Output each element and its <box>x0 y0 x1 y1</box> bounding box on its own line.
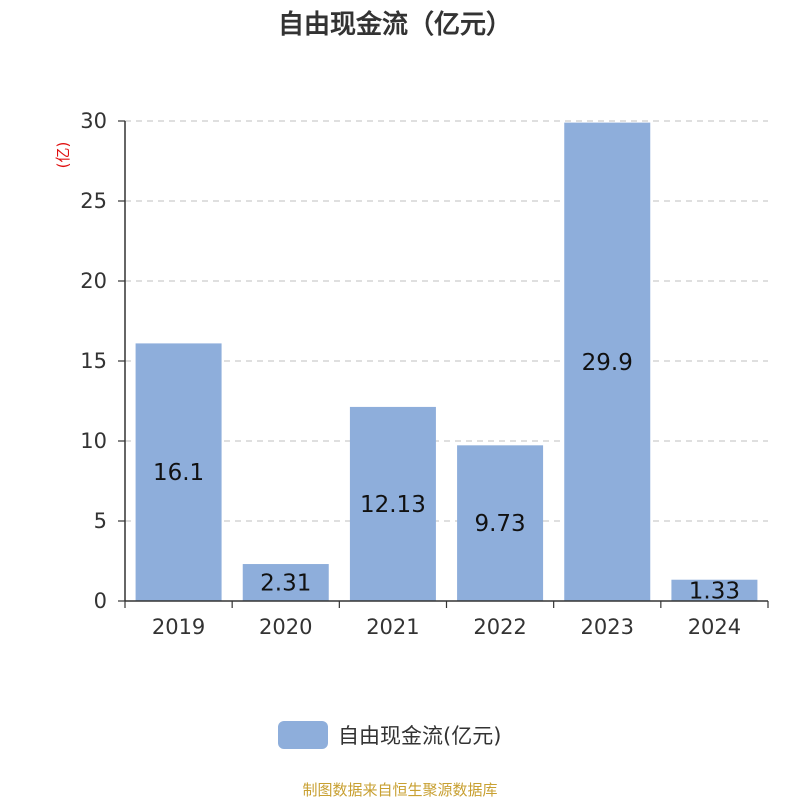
x-tick-label: 2020 <box>259 615 312 639</box>
y-tick-label: 0 <box>94 589 107 613</box>
y-axis-unit-label: (亿) <box>54 142 72 169</box>
gridlines <box>125 120 768 522</box>
legend[interactable]: 自由现金流(亿元) <box>278 721 501 749</box>
data-source-note: 制图数据来自恒生聚源数据库 <box>302 781 497 799</box>
axes: 0 5 10 15 20 25 30 2019 2020 2021 2022 2023 2024 <box>80 109 769 639</box>
x-tick-label: 2021 <box>366 615 419 639</box>
bars <box>135 122 758 601</box>
y-tick-label: 15 <box>80 349 107 373</box>
bar-2024[interactable] <box>671 579 758 601</box>
x-tick-label: 2024 <box>688 615 741 639</box>
legend-swatch <box>278 721 328 749</box>
y-tick-label: 30 <box>80 109 107 133</box>
bar-2021[interactable] <box>349 406 436 601</box>
bar-2020[interactable] <box>242 564 329 601</box>
y-tick-label: 25 <box>80 189 107 213</box>
bar-2019[interactable] <box>135 343 222 601</box>
data-label: 2.31 <box>260 571 311 597</box>
data-label: 12.13 <box>360 492 426 518</box>
data-label: 29.9 <box>582 350 633 376</box>
chart-title: 自由现金流（亿元） <box>278 9 512 40</box>
legend-label: 自由现金流(亿元) <box>338 724 501 748</box>
x-tick-label: 2023 <box>581 615 634 639</box>
y-tick-label: 5 <box>94 509 107 533</box>
y-tick-label: 20 <box>80 269 107 293</box>
data-label: 1.33 <box>689 578 740 604</box>
x-tick-label: 2022 <box>473 615 526 639</box>
bar-2023[interactable] <box>564 122 651 601</box>
bar-2022[interactable] <box>457 445 544 601</box>
y-tick-label: 10 <box>80 429 107 453</box>
data-label: 16.1 <box>153 460 204 486</box>
data-label: 9.73 <box>474 511 525 537</box>
x-tick-label: 2019 <box>152 615 205 639</box>
data-labels: 16.1 2.31 12.13 9.73 29.9 1.33 <box>153 350 740 605</box>
